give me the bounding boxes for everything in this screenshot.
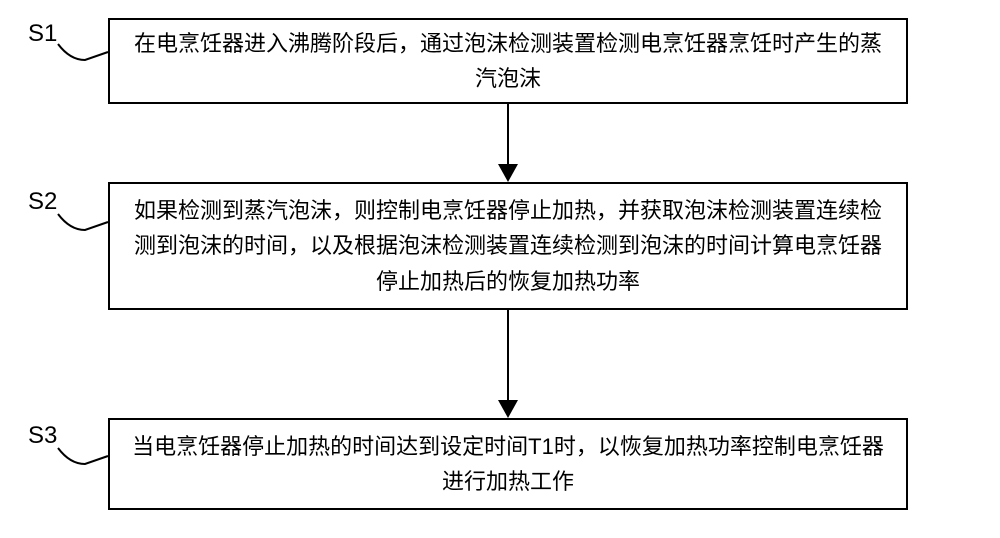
step-text: 如果检测到蒸汽泡沫，则控制电烹饪器停止加热，并获取泡沫检测装置连续检测到泡沫的时… [130, 193, 886, 299]
step-box-s1: 在电烹饪器进入沸腾阶段后，通过泡沫检测装置检测电烹饪器烹饪时产生的蒸汽泡沫 [108, 18, 908, 104]
step-box-s3: 当电烹饪器停止加热的时间达到设定时间T1时，以恢复加热功率控制电烹饪器进行加热工… [108, 418, 908, 510]
step-box-s2: 如果检测到蒸汽泡沫，则控制电烹饪器停止加热，并获取泡沫检测装置连续检测到泡沫的时… [108, 182, 908, 310]
connector-line-2 [507, 310, 509, 400]
step-text: 当电烹饪器停止加热的时间达到设定时间T1时，以恢复加热功率控制电烹饪器进行加热工… [130, 429, 886, 499]
flowchart-container: S1 在电烹饪器进入沸腾阶段后，通过泡沫检测装置检测电烹饪器烹饪时产生的蒸汽泡沫… [0, 0, 1000, 538]
connector-arrow-2 [498, 400, 518, 418]
step-text: 在电烹饪器进入沸腾阶段后，通过泡沫检测装置检测电烹饪器烹饪时产生的蒸汽泡沫 [130, 26, 886, 96]
connector-arrow-1 [498, 164, 518, 182]
label-connector-s3 [0, 0, 120, 500]
connector-line-1 [507, 104, 509, 164]
label-connector-path [58, 448, 108, 464]
